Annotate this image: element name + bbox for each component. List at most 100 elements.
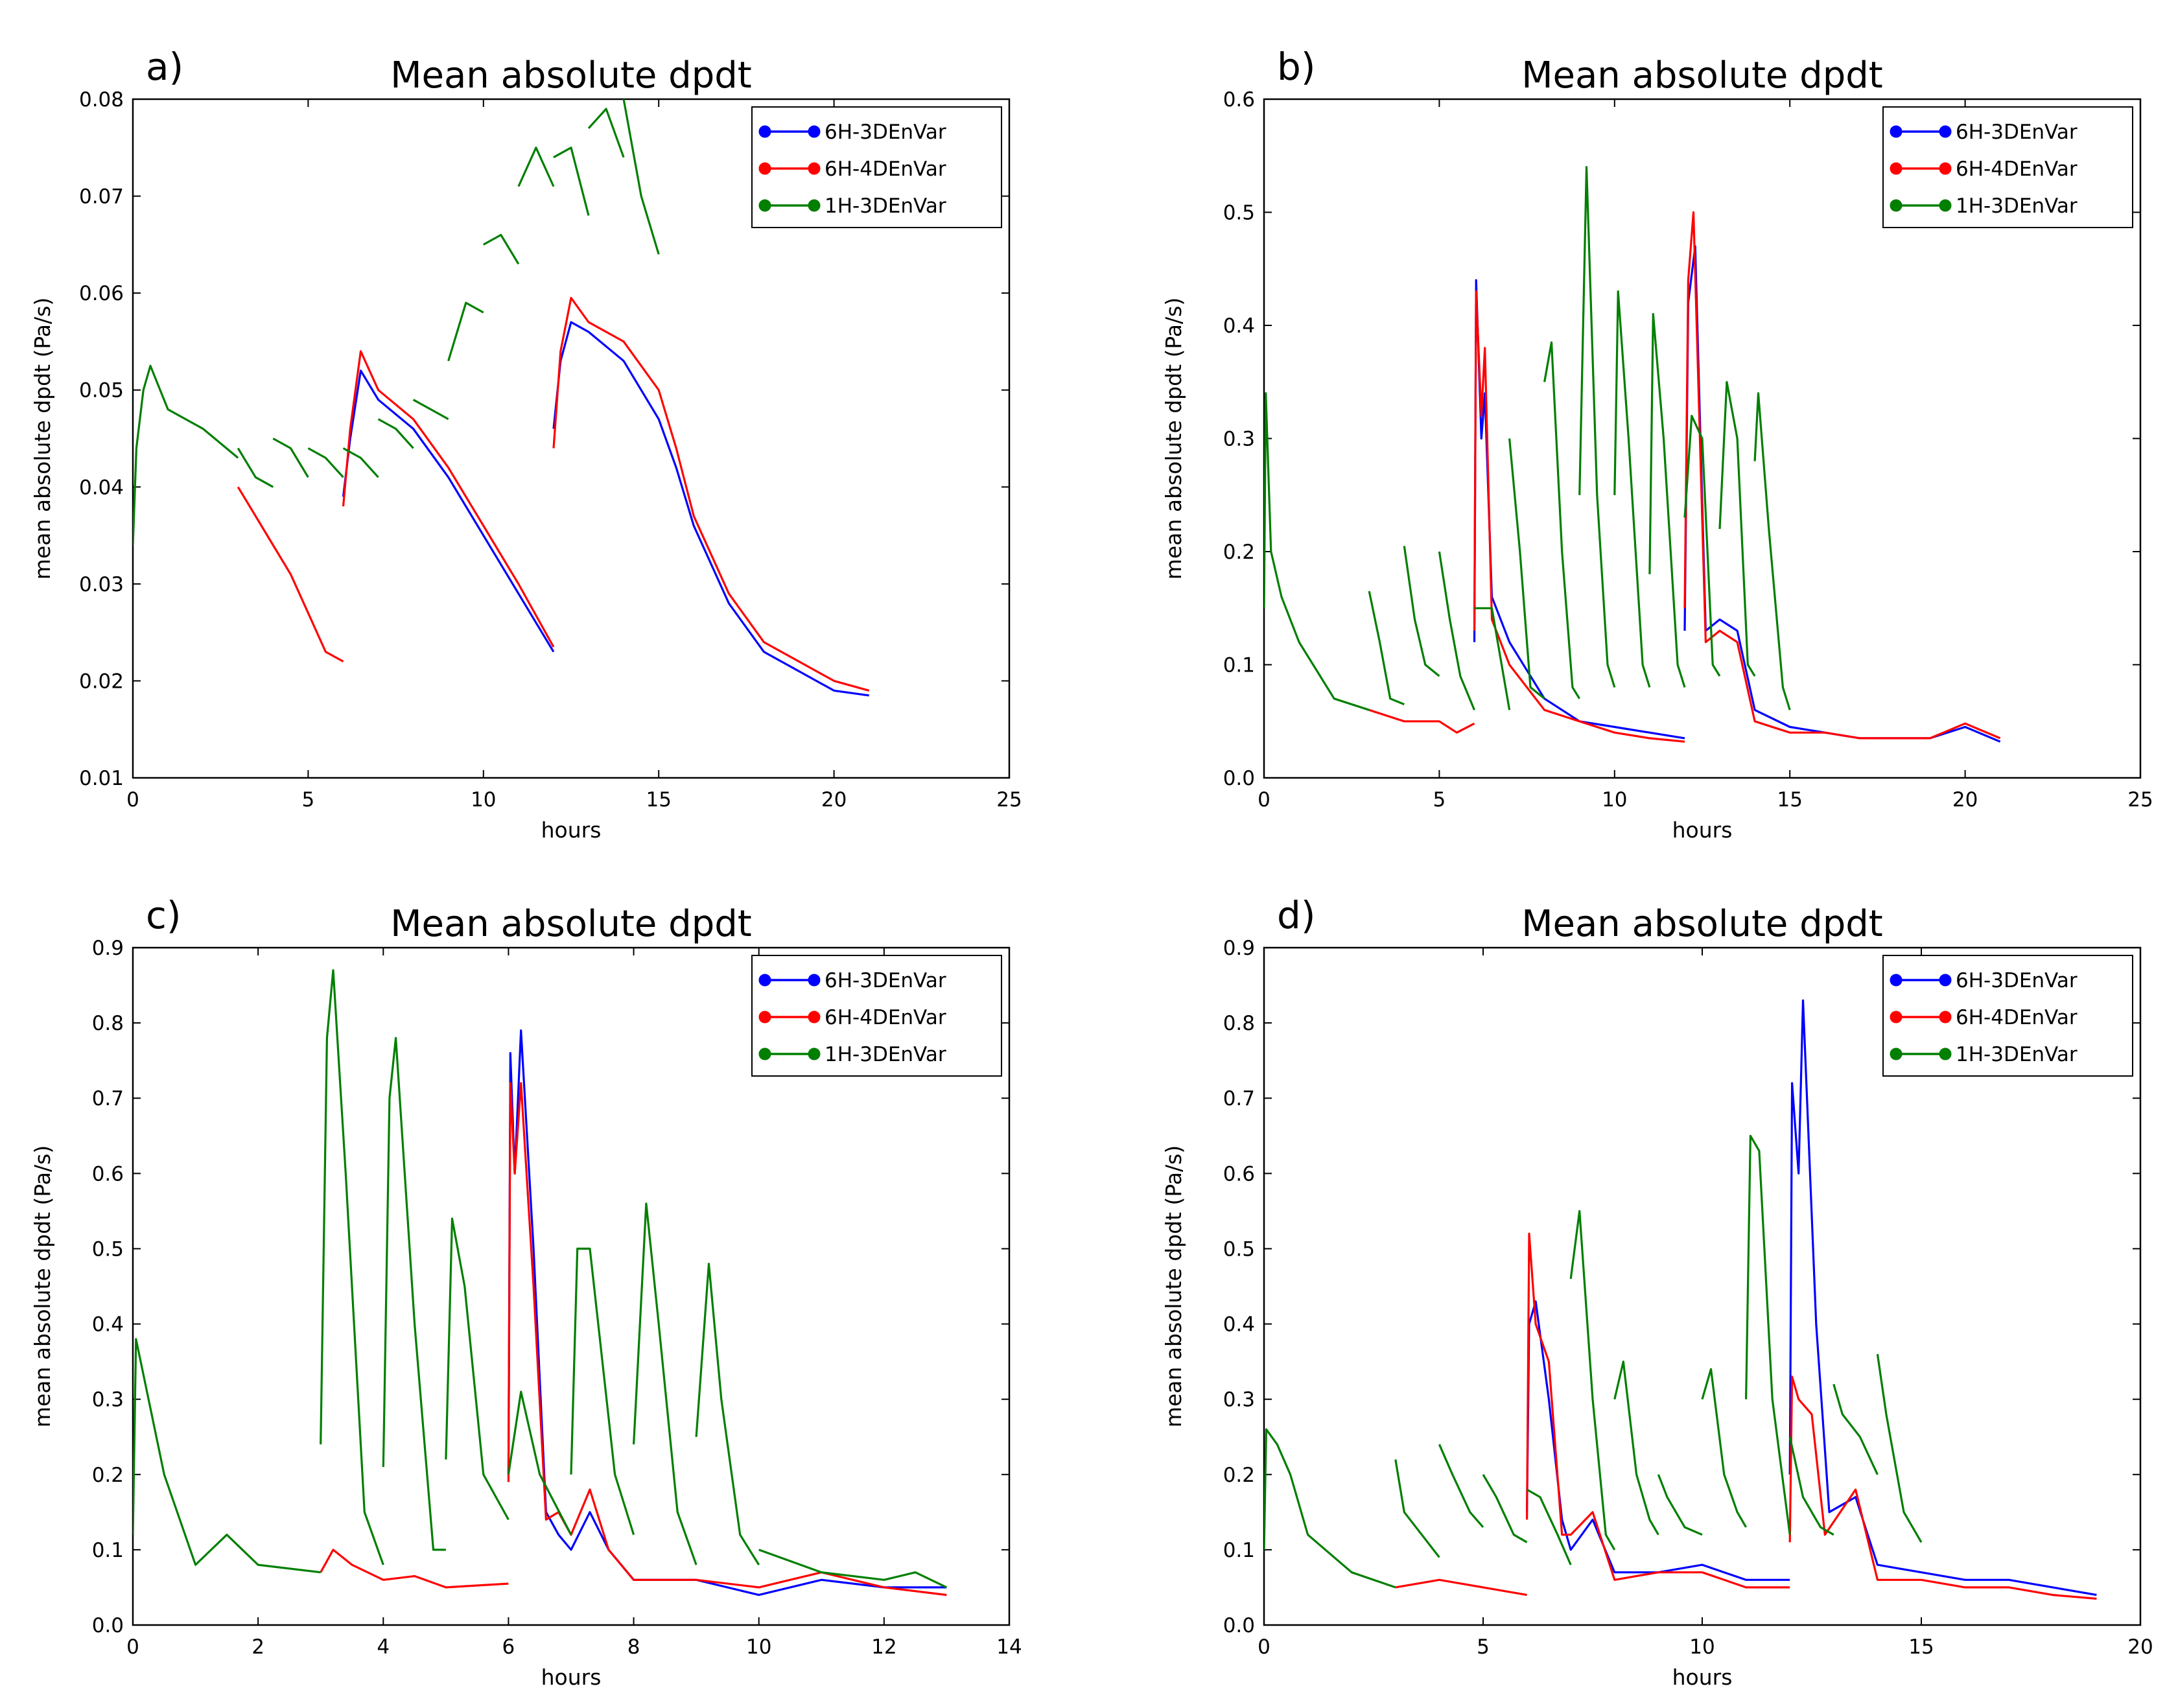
series-line-6h-4denvar	[1683, 211, 2001, 740]
series-line-1h-3denvar	[1569, 1210, 1616, 1550]
panel-label: c)	[146, 893, 182, 937]
x-tick-label: 5	[1477, 1635, 1490, 1659]
series-group	[133, 99, 870, 697]
legend-label: 6H-3DEnVar	[825, 121, 946, 144]
x-tick-label: 25	[2127, 788, 2153, 812]
legend-marker	[758, 974, 771, 987]
legend: 6H-3DEnVar 6H-4DEnVar 1H-3DEnVar	[1882, 106, 2133, 228]
series-line-1h-3denvar	[483, 233, 520, 265]
series-line-6h-4denvar	[507, 1082, 947, 1597]
series-line-1h-3denvar	[758, 1549, 948, 1589]
legend-marker	[758, 125, 771, 138]
y-axis-label: mean absolute dpdt (Pa/s)	[1161, 1145, 1186, 1427]
legend-marker	[758, 162, 771, 175]
y-tick-label: 0.1	[92, 1539, 124, 1562]
y-tick-label: 0.5	[92, 1237, 124, 1261]
series-line-1h-3denvar	[133, 364, 239, 546]
x-tick-label: 15	[1777, 788, 1802, 812]
y-axis-label: mean absolute dpdt (Pa/s)	[30, 1145, 55, 1427]
series-line-1h-3denvar	[1683, 415, 1721, 677]
legend-frame	[1882, 106, 2133, 228]
x-tick-label: 10	[746, 1635, 771, 1659]
chart-title: Mean absolute dpdt	[1521, 54, 1883, 97]
legend-marker	[1890, 1047, 1903, 1060]
series-line-1h-3denvar	[1526, 1488, 1572, 1565]
legend-frame	[751, 955, 1002, 1077]
panel-c: 0 2 4 6 8 10 12 14 0.0 0.1 0.2 0.3 0.4 0.5 0.6 0.7 0.8 0.…	[30, 893, 1022, 1690]
legend-marker	[1939, 162, 1952, 175]
legend-marker	[1939, 199, 1952, 212]
series-line-1h-3denvar	[570, 1247, 635, 1536]
x-tick-label: 0	[1258, 788, 1270, 812]
series-line-1h-3denvar	[622, 99, 660, 255]
x-tick-label: 10	[1602, 788, 1627, 812]
series-line-1h-3denvar	[272, 438, 309, 478]
panel-label: b)	[1277, 45, 1315, 89]
series-line-1h-3denvar	[412, 399, 449, 420]
series-line-6h-4denvar	[1788, 1375, 2097, 1600]
x-axis-label: hours	[1672, 1665, 1733, 1690]
y-tick-label: 0.6	[92, 1162, 124, 1186]
y-tick-label: 0.05	[79, 379, 124, 403]
y-tick-label: 0.0	[1223, 767, 1255, 790]
x-tick-label: 20	[821, 788, 847, 812]
legend-label: 6H-4DEnVar	[1956, 1006, 2078, 1029]
series-line-6h-3denvar	[1788, 999, 2097, 1597]
series-line-1h-3denvar	[1657, 1474, 1703, 1536]
y-tick-label: 0.9	[92, 937, 124, 960]
series-line-1h-3denvar	[320, 969, 384, 1565]
y-tick-label: 0.3	[1223, 428, 1255, 451]
y-axis-label: mean absolute dpdt (Pa/s)	[30, 298, 55, 579]
panel-label: a)	[146, 45, 183, 89]
legend-marker	[758, 1011, 771, 1024]
y-tick-label: 0.7	[92, 1087, 124, 1110]
series-line-6h-3denvar	[507, 1029, 947, 1597]
series-group	[133, 969, 948, 1597]
series-line-1h-3denvar	[1474, 607, 1511, 710]
legend-marker	[1939, 125, 1952, 138]
x-tick-label: 14	[996, 1635, 1022, 1659]
legend-marker	[808, 199, 821, 212]
y-tick-label: 0.2	[1223, 1464, 1255, 1487]
series-line-6h-4denvar	[1368, 708, 1475, 734]
x-tick-label: 20	[2127, 1635, 2153, 1659]
legend: 6H-3DEnVar 6H-4DEnVar 1H-3DEnVar	[751, 955, 1002, 1077]
legend: 6H-3DEnVar 6H-4DEnVar 1H-3DEnVar	[751, 106, 1002, 228]
y-tick-label: 0.06	[79, 282, 124, 305]
legend-marker	[808, 1011, 821, 1024]
series-line-1h-3denvar	[1438, 551, 1475, 710]
y-tick-label: 0.08	[79, 88, 124, 111]
x-tick-label: 12	[871, 1635, 896, 1659]
legend-label: 6H-4DEnVar	[825, 1006, 946, 1029]
series-line-1h-3denvar	[1701, 1368, 1747, 1528]
series-line-1h-3denvar	[507, 1390, 572, 1536]
series-line-6h-3denvar	[342, 369, 555, 653]
y-tick-label: 0.4	[1223, 1313, 1255, 1337]
y-tick-label: 0.2	[1223, 541, 1255, 564]
legend-frame	[751, 106, 1002, 228]
series-line-1h-3denvar	[1876, 1353, 1923, 1543]
y-tick-label: 0.5	[1223, 1237, 1255, 1261]
legend-marker	[808, 162, 821, 175]
panel-a: 0 5 10 15 20 25 0.01 0.02 0.03 0.04 0.05 0.06 0.07 0.…	[30, 45, 1022, 843]
series-line-6h-4denvar	[320, 1549, 509, 1589]
series-line-1h-3denvar	[445, 1217, 509, 1521]
x-tick-label: 5	[1433, 788, 1446, 812]
legend-marker	[1890, 125, 1903, 138]
series-line-1h-3denvar	[1394, 1459, 1440, 1558]
series-line-1h-3denvar	[342, 447, 379, 478]
legend-marker	[1939, 974, 1952, 987]
y-tick-label: 0.4	[1223, 314, 1255, 338]
x-tick-label: 15	[1908, 1635, 1934, 1659]
y-tick-label: 0.6	[1223, 88, 1255, 111]
series-line-6h-4denvar	[1526, 1232, 1790, 1589]
series-line-6h-4denvar	[342, 350, 555, 648]
series-line-6h-3denvar	[1526, 1300, 1790, 1581]
y-tick-label: 0.02	[79, 670, 124, 693]
legend-label: 1H-3DEnVar	[825, 1043, 946, 1066]
y-tick-label: 0.03	[79, 573, 124, 596]
legend-marker	[1890, 974, 1903, 987]
x-axis-label: hours	[1672, 817, 1733, 843]
